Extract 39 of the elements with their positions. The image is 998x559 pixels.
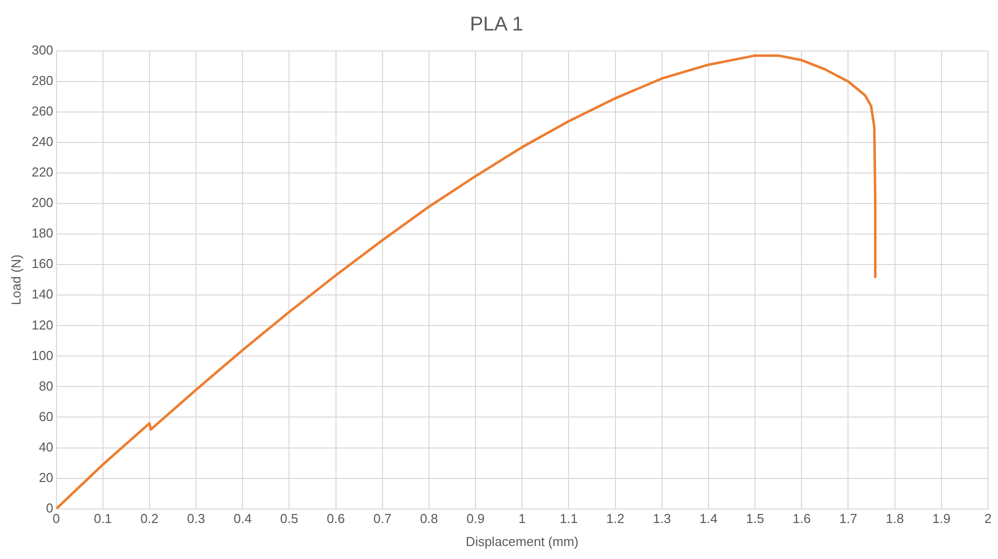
y-tick-label: 280 — [32, 73, 54, 88]
y-tick-label: 260 — [32, 104, 54, 119]
y-tick-label: 120 — [32, 317, 54, 332]
x-tick-label: 1.4 — [699, 511, 718, 526]
y-tick-label: 40 — [38, 439, 54, 454]
x-tick-label: 2 — [984, 511, 992, 526]
x-tick-label: 1 — [518, 511, 526, 526]
x-tick-label: 0.5 — [280, 511, 298, 526]
y-tick-label: 100 — [32, 348, 54, 363]
x-tick-label: 1.2 — [606, 511, 624, 526]
x-tick-label: 0.3 — [187, 511, 206, 526]
x-tick-label: 0.9 — [466, 511, 485, 526]
y-tick-label: 300 — [32, 42, 54, 58]
x-tick-label: 1.6 — [792, 511, 811, 526]
y-tick-label: 0 — [46, 500, 54, 516]
y-tick-label: 200 — [32, 195, 54, 210]
y-tick-label: 80 — [38, 378, 54, 394]
x-tick-label: 0.2 — [140, 511, 158, 526]
y-tick-label: 160 — [32, 256, 54, 272]
x-tick-label: 1.9 — [932, 511, 950, 526]
x-tick-label: 1.7 — [839, 511, 858, 526]
x-tick-label: 1.1 — [560, 511, 578, 526]
chart-title: PLA 1 — [470, 14, 524, 36]
x-tick-label: 1.5 — [746, 511, 764, 526]
y-tick-label: 180 — [32, 226, 54, 241]
x-tick-label: 0.1 — [94, 511, 112, 526]
x-tick-label: 0.8 — [420, 511, 438, 526]
y-tick-label: 60 — [38, 408, 54, 424]
y-tick-label: 220 — [32, 164, 54, 180]
x-tick-label: 0.4 — [234, 511, 252, 526]
x-tick-label: 1.8 — [886, 511, 904, 526]
y-axis-title: Load (N) — [8, 254, 24, 306]
x-axis-title: Displacement (mm) — [466, 534, 578, 549]
x-tick-label: 1.3 — [652, 511, 671, 526]
x-tick-label: 0.6 — [326, 511, 345, 526]
y-tick-label: 140 — [32, 286, 54, 302]
y-tick-label: 20 — [38, 470, 54, 485]
y-tick-label: 240 — [32, 134, 54, 150]
x-tick-label: 0.7 — [373, 511, 392, 526]
